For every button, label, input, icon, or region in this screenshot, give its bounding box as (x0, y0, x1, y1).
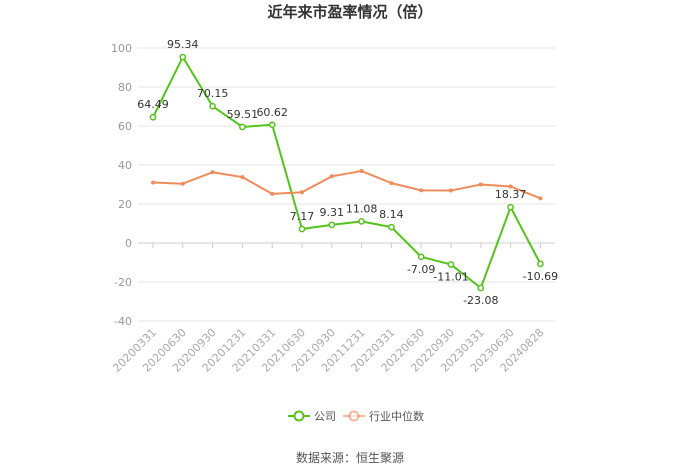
series-line (152, 170, 541, 200)
y-tick-label: 20 (118, 198, 132, 211)
y-tick-label: 80 (118, 81, 132, 94)
data-point (537, 260, 544, 268)
data-label: -23.08 (463, 294, 498, 307)
data-label: 95.34 (167, 38, 199, 51)
legend-swatch-marker (293, 410, 305, 422)
y-tick-label: 60 (118, 120, 132, 133)
legend-label: 行业中位数 (369, 409, 424, 423)
data-label: 59.51 (227, 108, 259, 121)
data-point (417, 253, 425, 261)
data-point (210, 170, 215, 175)
legend[interactable]: 公司 行业中位数 (288, 409, 424, 423)
data-point (329, 174, 334, 179)
y-axis: -40 -20 0 20 40 60 80 100 (111, 42, 132, 328)
data-point (449, 188, 453, 193)
data-point (328, 221, 336, 229)
data-point (240, 175, 245, 180)
data-point (538, 196, 543, 201)
y-tick-label: -20 (114, 276, 132, 289)
data-point (179, 53, 187, 61)
data-point (209, 102, 216, 110)
data-label: 70.15 (197, 87, 229, 100)
data-point (447, 261, 455, 268)
data-point (389, 181, 394, 186)
data-point (239, 123, 246, 131)
data-point (358, 218, 365, 225)
legend-item[interactable]: 行业中位数 (343, 409, 424, 423)
data-point (151, 180, 155, 185)
data-point (359, 169, 364, 174)
data-point (508, 184, 513, 189)
data-label: 9.31 (320, 206, 345, 219)
x-axis: 2020033120200630202009302020123120210331… (110, 243, 547, 375)
data-point (298, 225, 306, 233)
y-tick-label: -40 (114, 315, 132, 328)
legend-item[interactable]: 公司 (288, 410, 336, 423)
chart-title: 近年来市盈率情况（倍） (267, 3, 432, 21)
data-point (419, 188, 424, 193)
data-label: 8.14 (379, 208, 404, 221)
series (149, 53, 544, 292)
data-point (477, 284, 485, 292)
legend-swatch-marker (348, 410, 360, 422)
series-line (152, 56, 542, 290)
data-label: 64.49 (137, 98, 169, 111)
data-point (388, 223, 395, 231)
data-label: 7.17 (290, 210, 315, 223)
y-tick-label: 40 (118, 159, 132, 172)
data-source: 数据来源：恒生聚源 (296, 450, 404, 465)
y-tick-label: 100 (111, 42, 132, 55)
data-point (149, 113, 157, 121)
data-label: 18.37 (495, 188, 527, 201)
data-point (478, 182, 483, 187)
y-tick-label: 0 (125, 237, 132, 250)
data-point (268, 121, 276, 129)
legend-label: 公司 (314, 410, 336, 423)
data-label: 60.62 (256, 106, 288, 119)
data-label: -10.69 (523, 270, 558, 283)
data-point (507, 203, 514, 211)
data-label: 11.08 (346, 202, 378, 215)
data-point (180, 181, 185, 186)
data-label: -11.01 (433, 270, 468, 283)
data-point (300, 190, 304, 195)
data-point (270, 191, 275, 196)
grid (138, 47, 555, 322)
data-label: -7.09 (407, 263, 435, 276)
